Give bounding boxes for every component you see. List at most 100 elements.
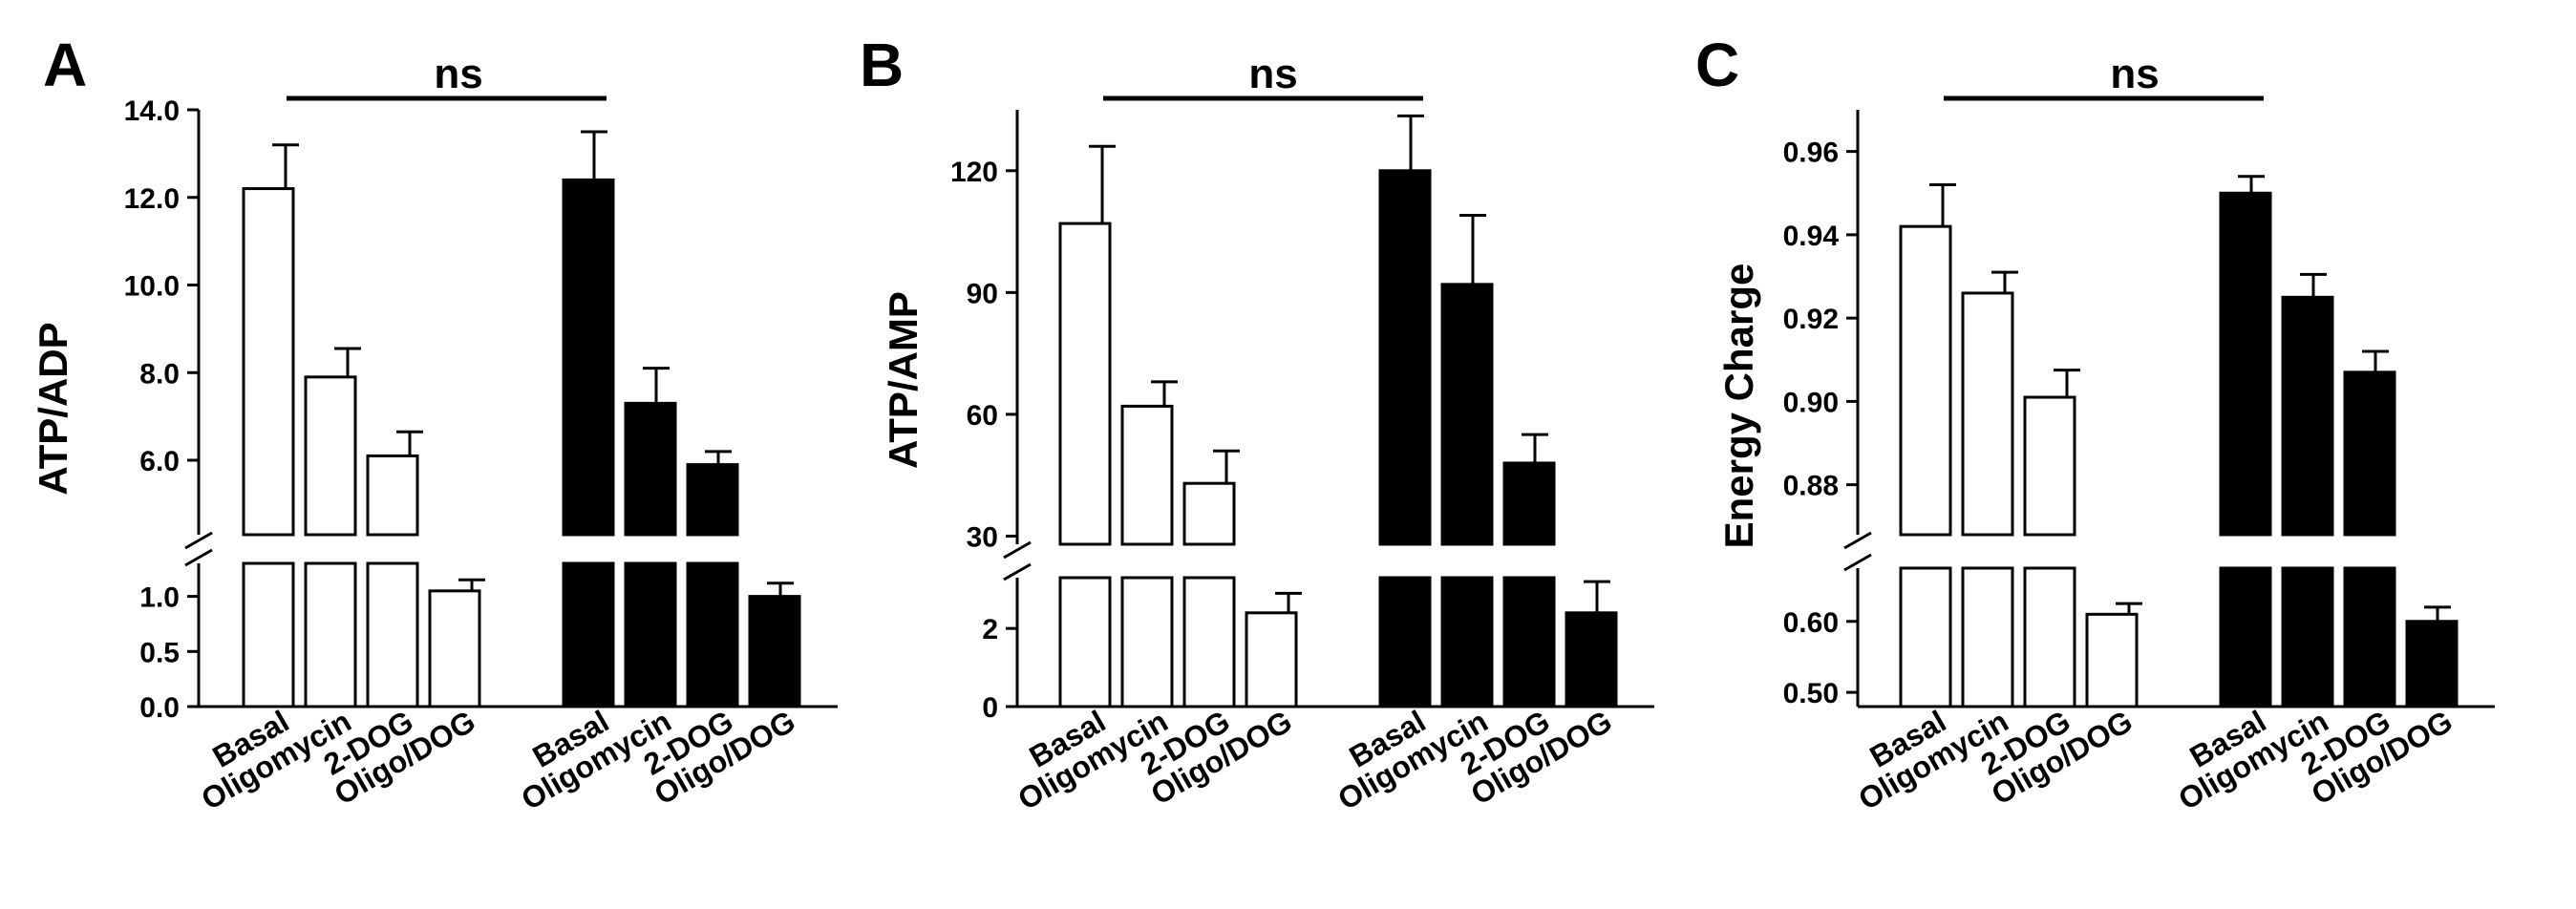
panel-b-upper-tick-label: 60 bbox=[967, 400, 998, 432]
panel-a-bar-filled-2 bbox=[686, 450, 739, 708]
panel-b-y-axis-label: ATP/AMP bbox=[881, 291, 926, 469]
bar bbox=[428, 589, 481, 708]
panel-b-bar-open-2 bbox=[1182, 449, 1240, 708]
bar-lower-segment bbox=[1182, 576, 1236, 708]
panel-b-upper-tick-label: 90 bbox=[967, 278, 998, 309]
panel-a-bar-open-0 bbox=[242, 143, 299, 708]
bar-lower-segment bbox=[2219, 566, 2272, 708]
panel-a-significance-label: ns bbox=[434, 51, 482, 97]
bar-upper-segment bbox=[366, 454, 419, 537]
bar-upper-segment bbox=[242, 187, 295, 537]
panel-a-bar-open-3 bbox=[428, 578, 485, 708]
bar-upper-segment bbox=[1120, 404, 1174, 546]
panel-b-upper-tick-label: 120 bbox=[950, 157, 998, 188]
bar-upper-segment bbox=[562, 178, 615, 537]
panel-a-upper-tick-label: 14.0 bbox=[124, 95, 180, 127]
bar-lower-segment bbox=[366, 561, 419, 708]
panel-c-upper-tick-label: 0.92 bbox=[1783, 304, 1839, 335]
bar bbox=[2085, 612, 2139, 708]
panel-b-letter: B bbox=[860, 31, 904, 99]
panel-b-bar-filled-3 bbox=[1565, 580, 1618, 708]
panel-c-upper-tick-label: 0.94 bbox=[1783, 221, 1840, 252]
panel-a-lower-tick-label: 1.0 bbox=[139, 582, 180, 614]
bar bbox=[2405, 620, 2459, 708]
panel-c-bar-filled-0 bbox=[2219, 175, 2272, 708]
bar-lower-segment bbox=[1899, 566, 1952, 708]
panel-c-bar-open-2 bbox=[2023, 369, 2080, 708]
panel-b-axis-break-mark bbox=[1003, 540, 1032, 560]
panel-a: A ns ATP/ADP bbox=[31, 31, 483, 496]
panel-c: C ns Energy Charge bbox=[1695, 31, 2160, 548]
panel-a-upper-tick-label: 8.0 bbox=[139, 358, 180, 390]
bar-lower-segment bbox=[304, 561, 357, 708]
bar-upper-segment bbox=[2219, 191, 2272, 537]
panel-c-letter: C bbox=[1695, 31, 1739, 99]
panel-a-axis-break-mark bbox=[184, 548, 213, 567]
bar-lower-segment bbox=[242, 561, 295, 708]
panel-b-axis-break-mark bbox=[1003, 562, 1032, 581]
bar-upper-segment bbox=[1440, 283, 1494, 546]
bar-upper-segment bbox=[1378, 169, 1432, 546]
panel-a-plot: 6.08.010.012.014.00.00.51.0BasalOligomyc… bbox=[124, 95, 838, 816]
panel-c-lower-tick-label: 0.60 bbox=[1783, 607, 1839, 639]
bar-lower-segment bbox=[1961, 566, 2014, 708]
panel-b-bar-filled-1 bbox=[1440, 214, 1494, 708]
panel-b-bar-open-0 bbox=[1058, 144, 1116, 708]
panel-c-upper-tick-label: 0.90 bbox=[1783, 387, 1839, 418]
panel-a-bar-open-2 bbox=[366, 430, 423, 708]
panel-b-significance-label: ns bbox=[1248, 51, 1297, 97]
panel-c-bar-open-3 bbox=[2085, 602, 2142, 708]
bar-upper-segment bbox=[1058, 222, 1112, 546]
bar-lower-segment bbox=[2343, 566, 2396, 708]
bar-lower-segment bbox=[1440, 576, 1494, 708]
bar-upper-segment bbox=[1182, 481, 1236, 546]
panel-a-bar-filled-1 bbox=[624, 367, 677, 708]
panel-a-lower-tick-label: 0.0 bbox=[139, 692, 180, 724]
bar-lower-segment bbox=[1120, 576, 1174, 708]
panel-b-lower-tick-label: 2 bbox=[982, 614, 998, 645]
bar-lower-segment bbox=[624, 561, 677, 708]
bar-upper-segment bbox=[2281, 295, 2334, 537]
panel-b-bar-open-3 bbox=[1245, 591, 1302, 708]
panel-a-letter: A bbox=[43, 31, 87, 99]
bar-upper-segment bbox=[2343, 370, 2396, 537]
panel-b-plot: 30609012002BasalOligomycin2-DOGOligo/DOG… bbox=[950, 95, 1654, 816]
bar-lower-segment bbox=[1058, 576, 1112, 708]
panel-c-bar-filled-1 bbox=[2281, 272, 2334, 708]
bar-lower-segment bbox=[2281, 566, 2334, 708]
panel-a-upper-tick-label: 6.0 bbox=[139, 446, 180, 477]
panel-c-bar-filled-3 bbox=[2405, 605, 2459, 708]
panel-b-lower-tick-label: 0 bbox=[982, 692, 998, 724]
bar-upper-segment bbox=[2023, 395, 2076, 537]
bar-lower-segment bbox=[686, 561, 739, 708]
panel-c-y-axis-label: Energy Charge bbox=[1716, 264, 1761, 549]
panel-b-upper-tick-label: 30 bbox=[967, 521, 998, 553]
panel-c-bar-open-0 bbox=[1899, 183, 1956, 708]
panel-a-upper-tick-label: 12.0 bbox=[124, 183, 180, 215]
panel-a-bar-filled-3 bbox=[748, 581, 801, 708]
bar bbox=[1565, 611, 1618, 708]
panel-a-y-axis-label: ATP/ADP bbox=[31, 322, 75, 495]
panel-b-bar-filled-2 bbox=[1502, 433, 1556, 708]
bar-upper-segment bbox=[1899, 224, 1952, 537]
bar-lower-segment bbox=[562, 561, 615, 708]
panel-a-lower-tick-label: 0.5 bbox=[139, 637, 180, 668]
panel-c-lower-tick-label: 0.50 bbox=[1783, 678, 1839, 709]
panel-c-bar-open-1 bbox=[1961, 270, 2018, 708]
panel-c-plot: 0.880.900.920.940.960.500.60BasalOligomy… bbox=[1783, 95, 2495, 816]
panel-c-significance-label: ns bbox=[2110, 51, 2159, 97]
bar-upper-segment bbox=[1502, 461, 1556, 546]
panel-a-upper-tick-label: 10.0 bbox=[124, 271, 180, 303]
bar-upper-segment bbox=[624, 401, 677, 537]
panel-c-axis-break-mark bbox=[1843, 553, 1872, 572]
panel-b-bar-open-1 bbox=[1120, 380, 1178, 708]
panel-a-bar-filled-0 bbox=[562, 130, 615, 708]
panel-c-upper-tick-label: 0.96 bbox=[1783, 137, 1839, 169]
panel-a-bar-open-1 bbox=[304, 347, 361, 708]
bar-upper-segment bbox=[304, 375, 357, 537]
panel-c-bar-filled-2 bbox=[2343, 349, 2396, 708]
panel-b: B ns ATP/AMP bbox=[860, 31, 1298, 469]
bar-upper-segment bbox=[1961, 291, 2014, 537]
panel-c-axis-break-mark bbox=[1843, 531, 1872, 550]
panel-a-axis-break-mark bbox=[184, 531, 213, 550]
